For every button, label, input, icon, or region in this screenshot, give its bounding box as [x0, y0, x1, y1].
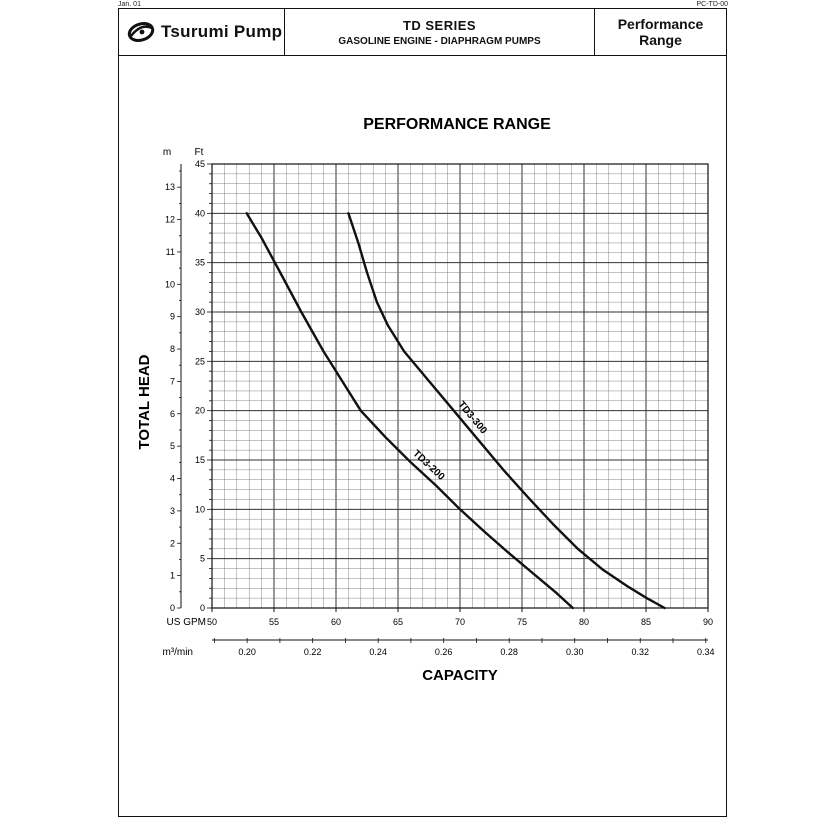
sheet-header: Tsurumi Pump TD SERIES GASOLINE ENGINE -… [119, 9, 726, 56]
meter-tick-label: 10 [165, 279, 175, 289]
ft-tick-label: 5 [200, 554, 205, 564]
x-tick-label: 60 [331, 617, 341, 627]
ft-tick-label: 10 [195, 504, 205, 514]
ft-tick-label: 15 [195, 455, 205, 465]
revision-date: Jan. 01 [118, 1, 141, 8]
meter-tick-label: 13 [165, 182, 175, 192]
ft-tick-label: 40 [195, 208, 205, 218]
meter-tick-label: 0 [170, 603, 175, 613]
chart-title: PERFORMANCE RANGE [363, 116, 551, 133]
ft-tick-label: 0 [200, 603, 205, 613]
meter-tick-label: 11 [166, 247, 175, 257]
y-unit-left: m [163, 147, 171, 158]
meter-tick-label: 9 [170, 312, 175, 322]
secondary-x-tick-label: 0.20 [238, 647, 256, 657]
meter-tick-label: 5 [170, 441, 175, 451]
meter-tick-label: 2 [170, 538, 175, 548]
meter-tick-label: 8 [170, 344, 175, 354]
x-tick-label: 90 [703, 617, 713, 627]
meter-tick-label: 1 [170, 571, 175, 581]
meter-tick-label: 6 [170, 409, 175, 419]
series-line-td3-200 [245, 212, 574, 610]
secondary-x-tick-label: 0.26 [435, 647, 453, 657]
brand-block: Tsurumi Pump [119, 9, 285, 55]
y-unit-right: Ft [195, 147, 204, 158]
x-tick-label: 75 [517, 617, 527, 627]
series-line-td3-300 [347, 212, 666, 610]
meter-tick-label: 7 [170, 376, 175, 386]
ft-tick-label: 45 [195, 159, 205, 169]
series-subtitle: GASOLINE ENGINE - DIAPHRAGM PUMPS [338, 35, 541, 47]
range-block: Performance Range [595, 9, 726, 55]
range-label-line2: Range [639, 32, 682, 48]
x-tick-label: 50 [207, 617, 217, 627]
secondary-x-tick-label: 0.34 [697, 647, 715, 657]
series-title: TD SERIES [402, 17, 477, 33]
x-tick-label: 80 [579, 617, 589, 627]
x-unit-secondary: m³/min [162, 647, 193, 658]
range-label-line1: Performance [617, 16, 704, 32]
meter-tick-label: 3 [170, 506, 175, 516]
document-code: PC-TD-00 [696, 1, 728, 8]
ft-tick-label: 25 [195, 356, 205, 366]
ft-tick-label: 30 [195, 307, 205, 317]
datasheet-frame: Tsurumi Pump TD SERIES GASOLINE ENGINE -… [118, 8, 727, 817]
brand-name: Tsurumi Pump [161, 22, 283, 41]
ft-tick-label: 20 [195, 406, 205, 416]
secondary-x-tick-label: 0.22 [304, 647, 322, 657]
x-tick-label: 65 [393, 617, 403, 627]
x-tick-label: 55 [269, 617, 279, 627]
y-axis-label: TOTAL HEAD [136, 354, 153, 449]
secondary-x-tick-label: 0.32 [631, 647, 649, 657]
meter-tick-label: 12 [165, 215, 175, 225]
tsurumi-logo-icon [127, 22, 155, 42]
series-block: TD SERIES GASOLINE ENGINE - DIAPHRAGM PU… [285, 9, 595, 55]
x-tick-label: 85 [641, 617, 651, 627]
meter-tick-label: 4 [170, 474, 175, 484]
x-unit-primary: US GPM [167, 617, 206, 628]
ft-tick-label: 35 [195, 258, 205, 268]
x-tick-label: 70 [455, 617, 465, 627]
secondary-x-tick-label: 0.24 [369, 647, 387, 657]
secondary-x-tick-label: 0.28 [500, 647, 518, 657]
secondary-x-tick-label: 0.30 [566, 647, 584, 657]
x-axis-label: CAPACITY [422, 667, 498, 684]
